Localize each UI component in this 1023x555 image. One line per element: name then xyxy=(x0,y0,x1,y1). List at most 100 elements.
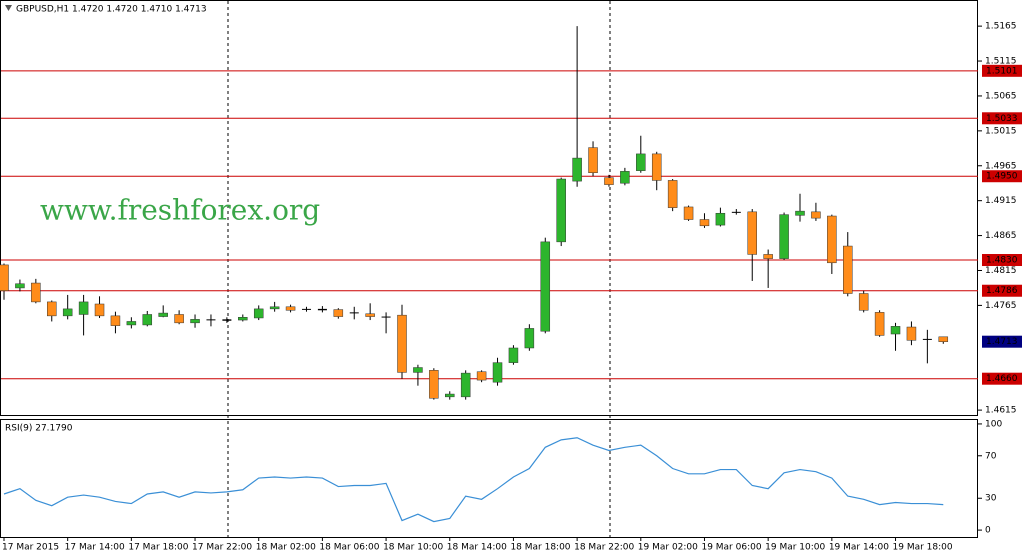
candle-body xyxy=(651,153,662,181)
y-tick-label: 1.4915 xyxy=(985,196,1017,206)
candle-body xyxy=(620,171,630,184)
candle-body xyxy=(922,338,932,340)
watermark: www.freshforex.org xyxy=(40,194,320,227)
level-label-box xyxy=(982,170,1022,183)
x-tick-label: 19 Mar 02:00 xyxy=(638,543,698,553)
candle-body xyxy=(365,313,375,317)
price-panel xyxy=(0,0,978,416)
candle-body xyxy=(142,314,153,326)
candle-body xyxy=(874,312,885,336)
x-tick-label: 17 Mar 2015 xyxy=(2,543,59,553)
rsi-title: RSI(9) 27.1790 xyxy=(5,424,73,434)
candle-body xyxy=(206,319,216,321)
candle-body xyxy=(190,319,200,324)
candle-body xyxy=(285,306,296,311)
candle-body xyxy=(906,326,917,341)
candle-body xyxy=(349,312,359,314)
candle-body xyxy=(858,293,869,311)
level-label-box xyxy=(982,372,1022,385)
y-tick-label: 100 xyxy=(985,419,1002,429)
x-tick-label: 17 Mar 18:00 xyxy=(128,543,188,553)
candle-body xyxy=(94,303,105,317)
candle-body xyxy=(126,321,137,326)
candle-body xyxy=(795,210,805,216)
y-tick-label: 1.4815 xyxy=(985,266,1017,276)
y-tick-label: 1.5165 xyxy=(985,22,1017,32)
x-tick-label: 18 Mar 06:00 xyxy=(319,543,379,553)
candle-body xyxy=(938,336,949,342)
candle-body xyxy=(429,370,439,399)
x-tick-label: 18 Mar 14:00 xyxy=(447,543,507,553)
current-price-label: 1.4713 xyxy=(986,337,1018,347)
level-label: 1.4786 xyxy=(986,286,1018,296)
candle-body xyxy=(110,315,121,326)
candle-body xyxy=(699,219,710,227)
candle-body xyxy=(763,254,773,259)
level-label: 1.4660 xyxy=(986,374,1018,384)
candle-body xyxy=(524,328,535,349)
y-tick-label: 0 xyxy=(985,526,991,536)
candle-body xyxy=(508,347,519,363)
level-label-box xyxy=(982,112,1022,125)
level-label: 1.4830 xyxy=(986,256,1018,266)
x-tick-label: 18 Mar 22:00 xyxy=(574,543,634,553)
x-tick-label: 19 Mar 06:00 xyxy=(701,543,761,553)
x-tick-label: 17 Mar 22:00 xyxy=(192,543,252,553)
candle-body xyxy=(397,314,407,373)
x-tick-label: 19 Mar 18:00 xyxy=(893,543,953,553)
x-tick-label: 18 Mar 10:00 xyxy=(383,543,443,553)
candle-body xyxy=(540,241,551,332)
level-label: 1.4950 xyxy=(986,172,1018,182)
x-tick-label: 18 Mar 02:00 xyxy=(256,543,316,553)
rsi-panel xyxy=(0,419,978,538)
candle-body xyxy=(381,316,391,318)
level-label-box xyxy=(982,64,1022,77)
candle-body xyxy=(238,317,248,321)
candle-body xyxy=(715,212,726,226)
y-tick-label: 1.5015 xyxy=(985,126,1017,136)
candle-body xyxy=(588,147,598,173)
candle-body xyxy=(253,308,264,319)
x-tick-label: 19 Mar 14:00 xyxy=(829,543,889,553)
candle-body xyxy=(222,319,232,321)
candle-body xyxy=(269,306,280,310)
candle-body xyxy=(317,308,327,311)
candle-body xyxy=(78,301,89,315)
chart-title: GBPUSD,H1 1.4720 1.4720 1.4710 1.4713 xyxy=(16,5,207,15)
candle-body xyxy=(47,301,57,317)
candle-body xyxy=(333,309,344,317)
y-tick-label: 1.5115 xyxy=(985,57,1017,67)
candle-body xyxy=(556,178,566,243)
y-tick-label: 1.4615 xyxy=(985,406,1017,416)
current-price-box xyxy=(982,335,1022,348)
candle-body xyxy=(683,206,694,220)
candle-body xyxy=(827,215,837,264)
candle-body xyxy=(62,308,73,317)
y-tick-label: 1.4865 xyxy=(985,231,1017,241)
symbol-icon xyxy=(5,5,12,11)
candle-body xyxy=(667,180,678,208)
y-tick-label: 1.4965 xyxy=(985,161,1017,171)
y-tick-label: 70 xyxy=(985,451,997,461)
candle-body xyxy=(15,283,25,289)
candle-body xyxy=(413,367,423,373)
candle-body xyxy=(890,326,901,335)
candle-body xyxy=(779,214,789,259)
candle-body xyxy=(492,362,503,383)
x-tick-label: 17 Mar 14:00 xyxy=(65,543,125,553)
candle-body xyxy=(158,312,168,317)
rsi-line xyxy=(3,437,944,523)
x-tick-label: 18 Mar 18:00 xyxy=(510,543,570,553)
y-tick-label: 1.5065 xyxy=(985,91,1017,101)
candle-body xyxy=(811,211,821,219)
level-label-box xyxy=(982,284,1022,297)
candle-body xyxy=(731,211,741,213)
candle-body xyxy=(301,308,311,310)
level-label-box xyxy=(982,254,1022,267)
x-tick-label: 19 Mar 10:00 xyxy=(765,543,825,553)
candle-body xyxy=(843,245,853,294)
candle-body xyxy=(476,371,487,381)
